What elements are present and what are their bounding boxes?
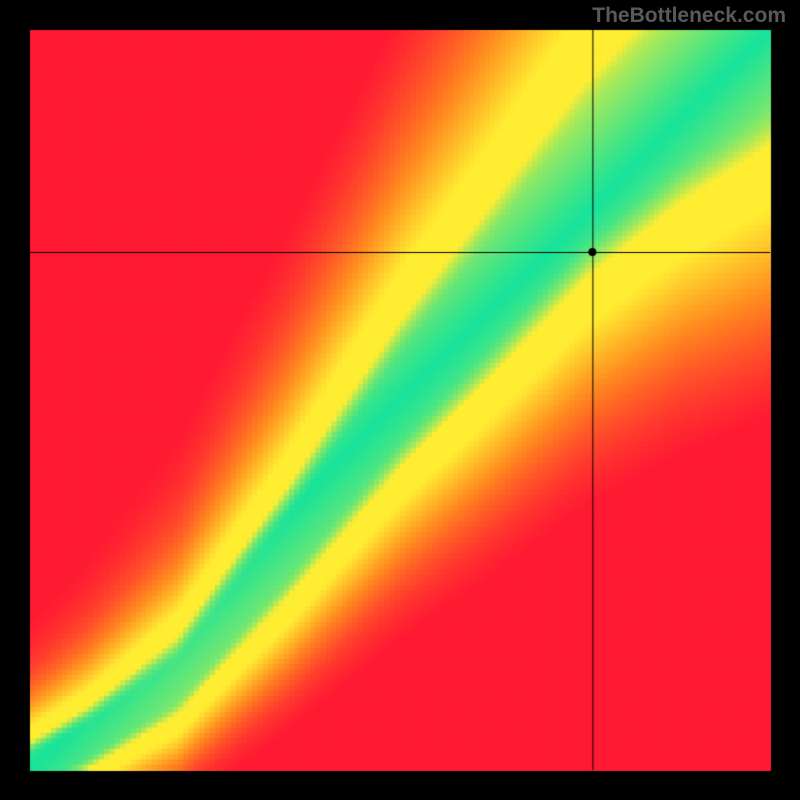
chart-container: TheBottleneck.com	[0, 0, 800, 800]
watermark-text: TheBottleneck.com	[592, 4, 786, 28]
bottleneck-heatmap	[0, 0, 800, 800]
